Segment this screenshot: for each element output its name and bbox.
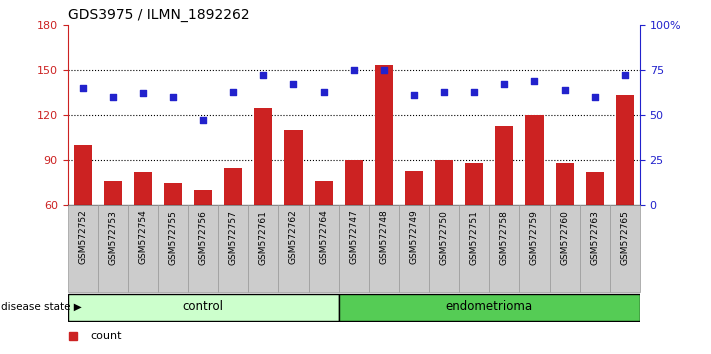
Text: GSM572749: GSM572749 bbox=[410, 210, 419, 264]
Text: control: control bbox=[183, 300, 223, 313]
Bar bbox=[459, 205, 489, 292]
Text: GSM572757: GSM572757 bbox=[229, 210, 237, 264]
Point bbox=[619, 73, 631, 78]
Bar bbox=[68, 205, 97, 292]
Bar bbox=[579, 205, 610, 292]
Bar bbox=[188, 205, 218, 292]
Text: GSM572755: GSM572755 bbox=[169, 210, 178, 264]
Bar bbox=[284, 130, 302, 205]
Bar bbox=[134, 172, 152, 205]
Bar bbox=[164, 183, 182, 205]
Bar bbox=[338, 205, 369, 292]
Point bbox=[529, 78, 540, 84]
Bar bbox=[375, 65, 393, 205]
Point bbox=[107, 94, 119, 100]
Point bbox=[257, 73, 269, 78]
Bar bbox=[279, 205, 309, 292]
Bar bbox=[309, 205, 338, 292]
Text: GSM572756: GSM572756 bbox=[198, 210, 208, 264]
Bar bbox=[158, 205, 188, 292]
Bar bbox=[369, 205, 399, 292]
Bar bbox=[489, 205, 520, 292]
Bar bbox=[525, 115, 543, 205]
Bar bbox=[345, 160, 363, 205]
Bar bbox=[405, 171, 423, 205]
Bar bbox=[68, 293, 338, 321]
Point bbox=[439, 89, 450, 95]
Bar bbox=[224, 168, 242, 205]
Bar bbox=[520, 205, 550, 292]
Text: GSM572764: GSM572764 bbox=[319, 210, 328, 264]
Text: GSM572759: GSM572759 bbox=[530, 210, 539, 264]
Bar bbox=[435, 160, 453, 205]
Bar bbox=[616, 96, 634, 205]
Text: GDS3975 / ILMN_1892262: GDS3975 / ILMN_1892262 bbox=[68, 8, 249, 22]
Bar bbox=[255, 108, 272, 205]
Bar bbox=[218, 205, 248, 292]
Bar bbox=[555, 163, 574, 205]
Text: GSM572753: GSM572753 bbox=[108, 210, 117, 264]
Bar bbox=[399, 205, 429, 292]
Point bbox=[348, 67, 359, 73]
Text: GSM572752: GSM572752 bbox=[78, 210, 87, 264]
Point bbox=[408, 92, 419, 98]
Bar bbox=[73, 145, 92, 205]
Bar bbox=[248, 205, 279, 292]
Point bbox=[559, 87, 570, 93]
Text: GSM572763: GSM572763 bbox=[590, 210, 599, 264]
Point bbox=[378, 67, 390, 73]
Bar bbox=[338, 293, 640, 321]
Bar bbox=[314, 181, 333, 205]
Text: GSM572758: GSM572758 bbox=[500, 210, 509, 264]
Text: disease state ▶: disease state ▶ bbox=[1, 302, 82, 312]
Point bbox=[167, 94, 178, 100]
Bar bbox=[586, 172, 604, 205]
Text: GSM572750: GSM572750 bbox=[439, 210, 449, 264]
Point bbox=[77, 85, 88, 91]
Text: GSM572751: GSM572751 bbox=[470, 210, 479, 264]
Bar bbox=[429, 205, 459, 292]
Text: GSM572762: GSM572762 bbox=[289, 210, 298, 264]
Point bbox=[288, 81, 299, 87]
Point bbox=[589, 94, 600, 100]
Bar bbox=[550, 205, 579, 292]
Text: GSM572765: GSM572765 bbox=[620, 210, 629, 264]
Point bbox=[318, 89, 329, 95]
Bar bbox=[610, 205, 640, 292]
Text: GSM572754: GSM572754 bbox=[139, 210, 147, 264]
Bar bbox=[97, 205, 128, 292]
Text: GSM572748: GSM572748 bbox=[380, 210, 388, 264]
Point bbox=[498, 81, 510, 87]
Text: GSM572761: GSM572761 bbox=[259, 210, 268, 264]
Text: endometrioma: endometrioma bbox=[446, 300, 533, 313]
Point bbox=[198, 118, 209, 123]
Point bbox=[228, 89, 239, 95]
Bar bbox=[194, 190, 212, 205]
Text: GSM572747: GSM572747 bbox=[349, 210, 358, 264]
Bar bbox=[496, 126, 513, 205]
Bar bbox=[128, 205, 158, 292]
Point bbox=[137, 91, 149, 96]
Bar bbox=[465, 163, 483, 205]
Bar bbox=[104, 181, 122, 205]
Text: count: count bbox=[90, 331, 122, 341]
Point bbox=[469, 89, 480, 95]
Text: GSM572760: GSM572760 bbox=[560, 210, 569, 264]
